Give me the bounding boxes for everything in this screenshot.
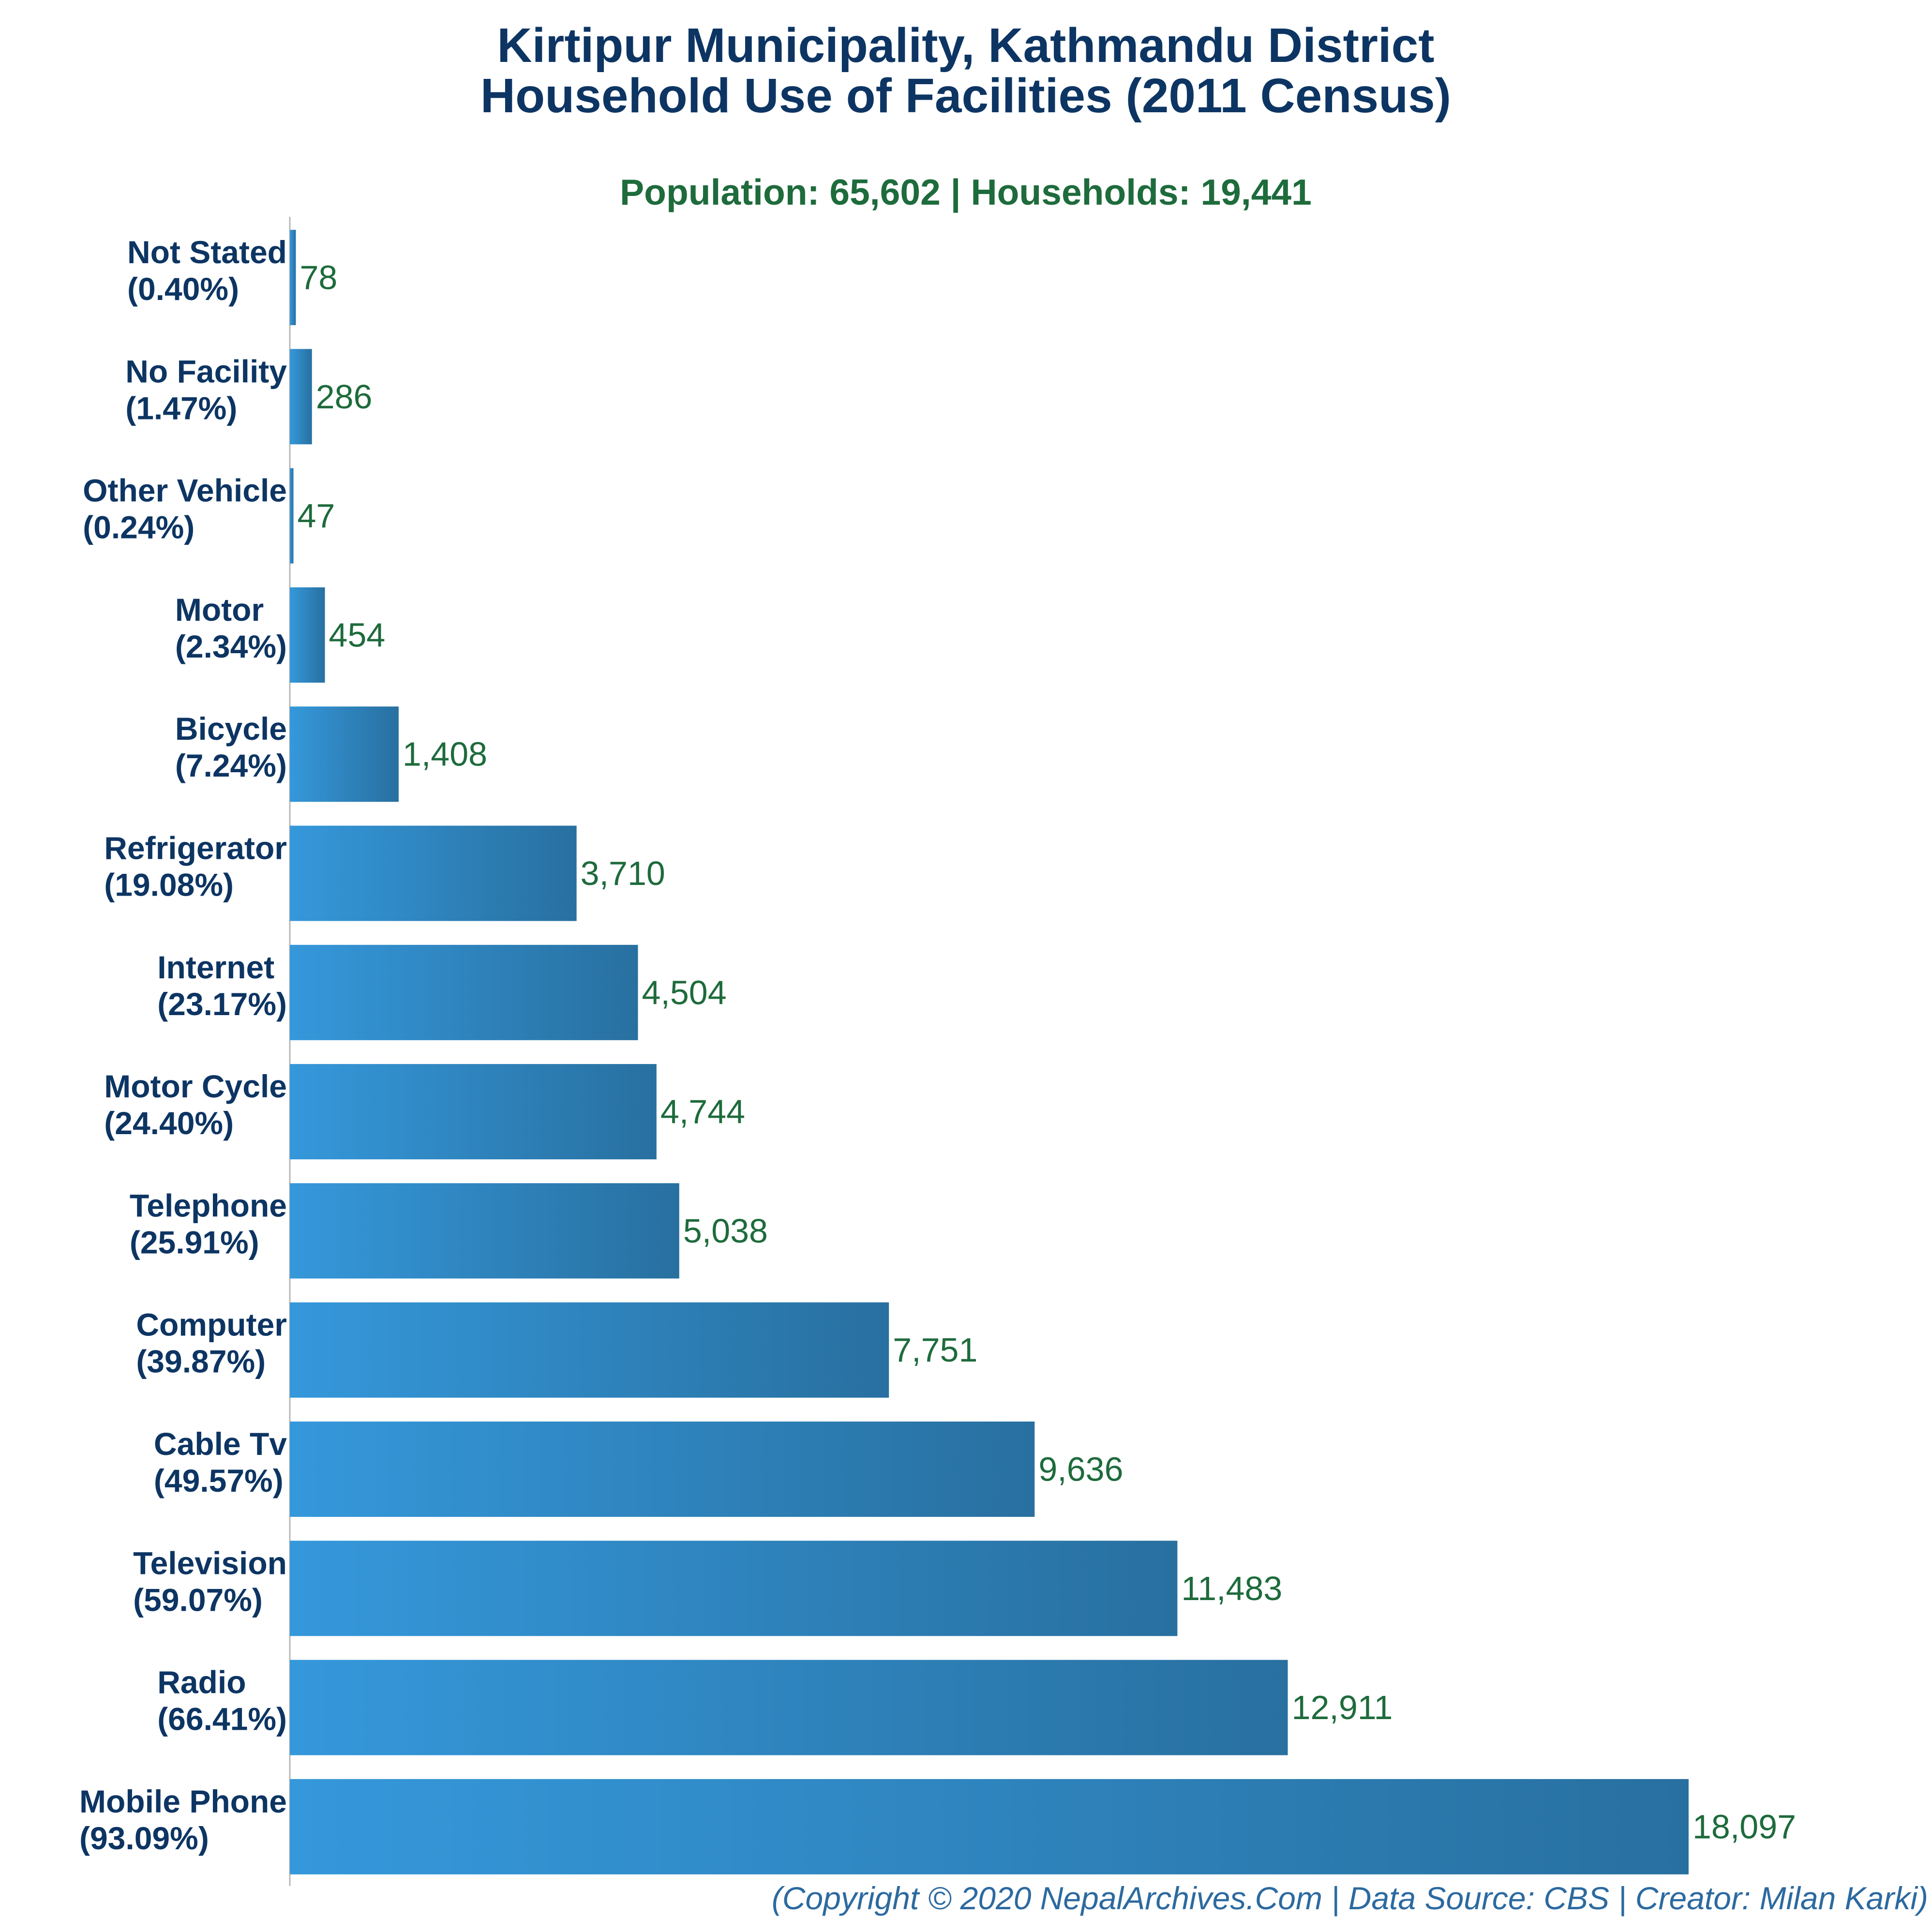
value-label-telephone: 5,038	[683, 1212, 768, 1250]
bar-television	[290, 1541, 1178, 1636]
value-label-bicycle: 1,408	[403, 735, 487, 773]
value-label-computer: 7,751	[893, 1331, 977, 1369]
bar-cable-tv	[290, 1422, 1035, 1517]
category-label-refrigerator: Refrigerator (19.08%)	[104, 830, 287, 903]
category-label-no-facility: No Facility (1.47%)	[125, 353, 287, 426]
category-label-cable-tv: Cable Tv (49.57%)	[154, 1426, 287, 1498]
category-label-television: Television (59.07%)	[133, 1545, 287, 1617]
category-label-mobile-phone: Mobile Phone (93.09%)	[79, 1783, 287, 1856]
bar-no-facility	[290, 349, 312, 445]
footer-credit: (Copyright © 2020 NepalArchives.Com | Da…	[772, 1880, 1928, 1917]
category-label-radio: Radio (66.41%)	[157, 1664, 287, 1737]
value-label-mobile-phone: 18,097	[1692, 1808, 1796, 1845]
category-label-telephone: Telephone (25.91%)	[130, 1187, 287, 1260]
value-label-no-facility: 286	[316, 378, 373, 416]
value-label-not-stated: 78	[300, 259, 337, 297]
value-label-cable-tv: 9,636	[1038, 1451, 1123, 1488]
value-label-other-vehicle: 47	[298, 497, 335, 535]
value-label-motor-cycle: 4,744	[660, 1093, 745, 1131]
bar-radio	[290, 1660, 1288, 1755]
bar-internet	[290, 944, 638, 1040]
bar-mobile-phone	[290, 1779, 1689, 1874]
bar-motor-cycle	[290, 1064, 657, 1160]
category-label-motor: Motor (2.34%)	[175, 592, 287, 664]
category-labels: Not Stated (0.40%) No Facility (1.47%) Other…	[79, 234, 287, 1856]
value-label-refrigerator: 3,710	[581, 854, 665, 892]
bar-refrigerator	[290, 825, 577, 921]
value-labels: 78 286 47 454 1,408 3,710 4,504 4,744 5,038 7,751…	[298, 259, 1797, 1846]
chart-subtitle: Population: 65,602 | Households: 19,441	[620, 172, 1312, 213]
bar-bicycle	[290, 706, 399, 802]
bar-computer	[290, 1302, 889, 1398]
bar-motor	[290, 587, 325, 683]
value-label-television: 11,483	[1181, 1570, 1282, 1607]
category-label-bicycle: Bicycle (7.24%)	[175, 711, 287, 783]
category-label-motor-cycle: Motor Cycle (24.40%)	[104, 1068, 287, 1141]
category-label-internet: Internet (23.17%)	[157, 949, 287, 1022]
bar-telephone	[290, 1183, 679, 1279]
bar-other-vehicle	[290, 468, 294, 564]
category-label-not-stated: Not Stated (0.40%)	[127, 234, 287, 307]
category-label-other-vehicle: Other Vehicle (0.24%)	[83, 473, 287, 545]
value-label-internet: 4,504	[642, 973, 727, 1011]
value-label-radio: 12,911	[1292, 1689, 1393, 1726]
chart-title-line-1: Kirtipur Municipality, Kathmandu Distric…	[497, 18, 1434, 73]
value-label-motor: 454	[329, 616, 386, 654]
chart-title-line-2: Household Use of Facilities (2011 Census…	[480, 69, 1451, 123]
bar-not-stated	[290, 230, 296, 325]
bar-series	[290, 230, 1689, 1874]
category-label-computer: Computer (39.87%)	[136, 1307, 287, 1379]
